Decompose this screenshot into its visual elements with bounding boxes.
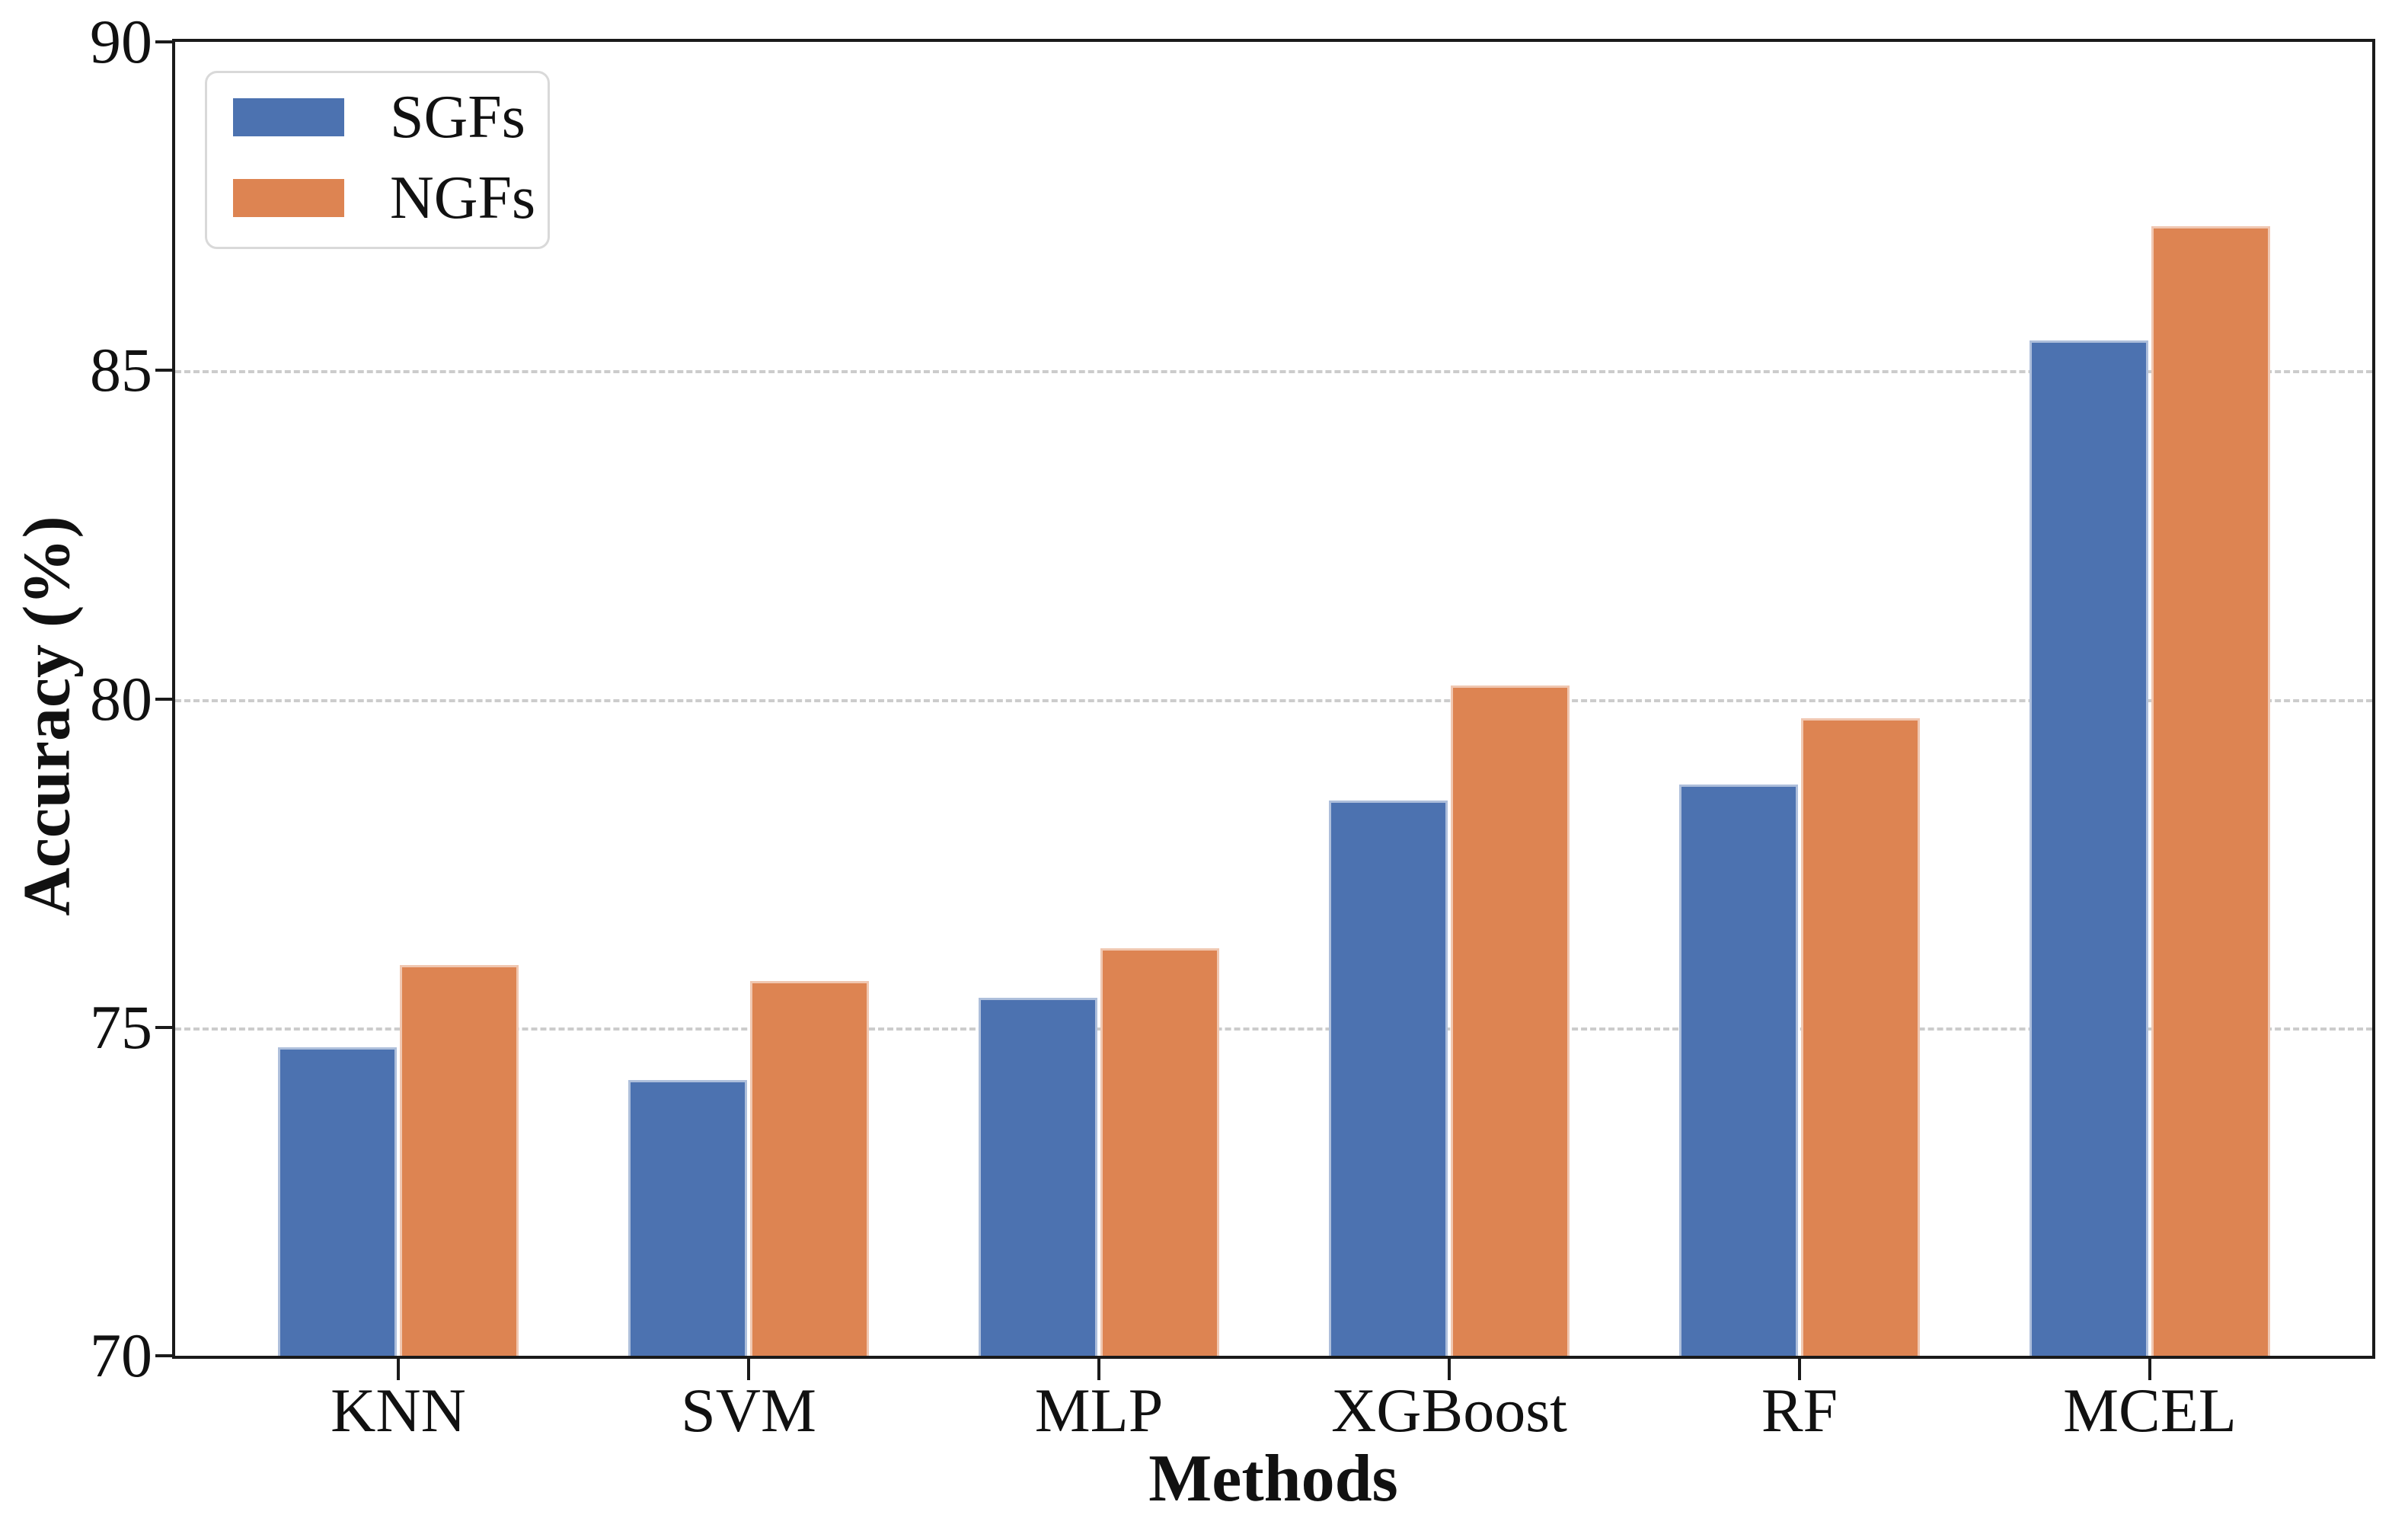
- y-tick-label-75: 75: [90, 992, 152, 1062]
- y-tick-label-70: 70: [90, 1321, 152, 1390]
- bar-sgfs-xgboost: [1329, 801, 1448, 1356]
- bar-ngfs-knn: [400, 964, 519, 1356]
- bar-sgfs-mcel: [2030, 340, 2148, 1356]
- bar-sgfs-mlp: [979, 997, 1097, 1356]
- x-tick-mark-mcel: [2148, 1357, 2151, 1380]
- y-tick-mark-75: [155, 1025, 175, 1029]
- bar-ngfs-rf: [1801, 718, 1920, 1356]
- bar-ngfs-mcel: [2151, 225, 2270, 1356]
- y-axis-title: Accuracy (%): [10, 516, 85, 916]
- legend: SGFs NGFs: [205, 71, 550, 249]
- x-tick-label-rf: RF: [1761, 1376, 1838, 1445]
- gridline-80: [175, 698, 2372, 702]
- bar-sgfs-rf: [1679, 784, 1798, 1356]
- bar-ngfs-svm: [750, 981, 869, 1356]
- y-tick-mark-85: [155, 369, 175, 372]
- y-tick-mark-80: [155, 697, 175, 701]
- x-tick-label-knn: KNN: [331, 1376, 466, 1445]
- x-tick-mark-svm: [747, 1357, 750, 1380]
- x-tick-label-mlp: MLP: [1034, 1376, 1164, 1445]
- legend-label-ngfs: NGFs: [390, 165, 536, 232]
- x-axis-title: Methods: [1148, 1442, 1398, 1516]
- bar-ngfs-xgboost: [1451, 685, 1570, 1356]
- y-tick-label-90: 90: [90, 7, 152, 76]
- x-tick-mark-knn: [397, 1357, 400, 1380]
- legend-swatch-ngfs: [233, 179, 344, 217]
- y-tick-mark-90: [155, 40, 175, 43]
- bar-ngfs-mlp: [1100, 948, 1219, 1356]
- legend-label-sgfs: SGFs: [390, 84, 525, 151]
- x-tick-label-xgboost: XGBoost: [1331, 1376, 1567, 1445]
- x-tick-mark-rf: [1798, 1357, 1801, 1380]
- bar-sgfs-knn: [278, 1047, 397, 1356]
- y-tick-mark-70: [155, 1354, 175, 1357]
- bar-sgfs-svm: [628, 1079, 747, 1356]
- gridline-85: [175, 370, 2372, 374]
- legend-swatch-sgfs: [233, 98, 344, 136]
- y-tick-label-80: 80: [90, 663, 152, 733]
- x-tick-mark-xgboost: [1448, 1357, 1451, 1380]
- x-tick-label-svm: SVM: [681, 1376, 816, 1445]
- y-tick-label-85: 85: [90, 335, 152, 405]
- plot-area: [175, 42, 2372, 1356]
- x-tick-mark-mlp: [1097, 1357, 1100, 1380]
- x-tick-label-mcel: MCEL: [2063, 1376, 2237, 1445]
- gridline-75: [175, 1027, 2372, 1031]
